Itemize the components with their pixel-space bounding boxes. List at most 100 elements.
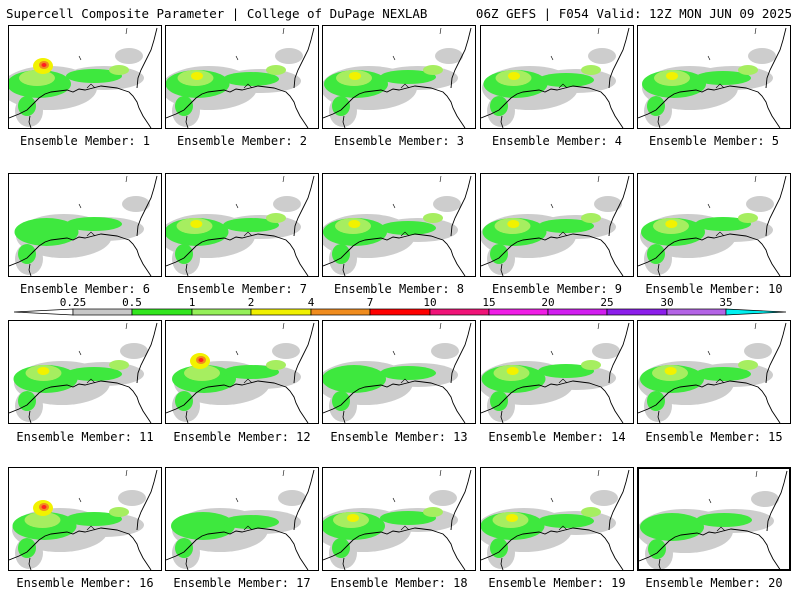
state-border (754, 175, 757, 183)
scp-shade-green (175, 391, 193, 411)
state-border (597, 27, 600, 35)
coastline (166, 233, 309, 276)
ensemble-member-panel[interactable] (165, 320, 319, 424)
state-border (86, 525, 96, 531)
state-border (78, 497, 82, 503)
scp-shade-green (223, 515, 279, 529)
state-border (78, 350, 82, 356)
scp-shade-lightgreen (266, 65, 286, 75)
colorbar-segment (547, 308, 608, 316)
scp-shade-green (223, 72, 279, 86)
ensemble-member-label: Ensemble Member: 18 (330, 576, 468, 590)
ensemble-member-label: Ensemble Member: 6 (19, 282, 151, 296)
scp-shade-green (66, 69, 122, 83)
ensemble-member-panel[interactable] (637, 467, 791, 571)
scp-shade-green (332, 538, 350, 558)
ensemble-member-panel[interactable] (322, 25, 476, 129)
coastline (166, 527, 309, 570)
scp-shade-gray (120, 343, 148, 359)
scp-shade-lightgreen (266, 360, 286, 370)
ensemble-member-panel[interactable] (637, 320, 791, 424)
scp-map (9, 175, 158, 276)
coastline (28, 410, 32, 423)
scp-shade-green (647, 391, 665, 411)
coastline (185, 410, 189, 423)
state-border (755, 470, 758, 478)
coastline (765, 27, 787, 89)
state-border (439, 322, 442, 330)
state-border (708, 498, 712, 504)
scp-shade-lightgreen (581, 213, 601, 223)
scp-shade-gray (433, 196, 461, 212)
coastline (323, 233, 466, 276)
ensemble-member-panel[interactable] (480, 467, 634, 571)
ensemble-member-panel[interactable] (637, 173, 791, 277)
colorbar-segment (606, 308, 668, 316)
scp-shade-gray (748, 48, 776, 64)
state-border (86, 231, 96, 237)
colorbar-segment (725, 308, 787, 316)
state-border (439, 469, 442, 477)
scp-shade-yellow (507, 220, 520, 228)
scp-shade-gray (590, 490, 618, 506)
state-border (550, 55, 554, 61)
state-border (597, 469, 600, 477)
scp-shade-green (490, 244, 508, 264)
scp-shade-green (175, 538, 193, 558)
scp-map (481, 27, 630, 128)
scp-shade-green (323, 365, 386, 393)
scp-shade-yellow (666, 72, 678, 80)
ensemble-member-panel[interactable] (165, 25, 319, 129)
scp-shade-green (332, 244, 350, 264)
scp-shade-yellow (508, 72, 520, 80)
state-border (282, 27, 285, 35)
scp-shade-yellow (190, 220, 203, 228)
scp-shade-yellow (347, 514, 359, 522)
coastline (185, 115, 189, 128)
state-border (392, 350, 396, 356)
ensemble-member-panel[interactable] (637, 25, 791, 129)
ensemble-member-panel[interactable] (165, 467, 319, 571)
state-border (597, 175, 600, 183)
ensemble-member-label: Ensemble Member: 11 (16, 430, 154, 444)
state-border (282, 469, 285, 477)
scp-shade-green (696, 513, 752, 527)
coastline (657, 115, 661, 128)
coastline (28, 263, 32, 276)
ensemble-member-panel[interactable] (480, 173, 634, 277)
ensemble-member-panel[interactable] (165, 173, 319, 277)
state-border (597, 322, 600, 330)
scp-shade-lightgreen (109, 65, 129, 75)
colorbar-tick-label: 0.5 (122, 296, 142, 309)
scp-shade-lightgreen (423, 213, 443, 223)
scp-shade-green (538, 73, 594, 87)
ensemble-member-panel[interactable] (8, 173, 162, 277)
scp-map (166, 322, 315, 423)
scp-shade-lightgreen (581, 360, 601, 370)
ensemble-member-panel[interactable] (322, 173, 476, 277)
scp-shade-green (647, 96, 665, 116)
colorbar-segment (310, 308, 371, 316)
ensemble-member-panel[interactable] (480, 25, 634, 129)
ensemble-member-panel[interactable] (8, 467, 162, 571)
state-border (558, 378, 568, 384)
coastline (293, 322, 315, 384)
ensemble-member-panel[interactable] (480, 320, 634, 424)
scp-shade-lightgreen (24, 512, 61, 528)
scp-map (638, 322, 787, 423)
ensemble-member-panel[interactable] (8, 25, 162, 129)
coastline (293, 469, 315, 531)
state-border (754, 322, 757, 330)
coastline (323, 85, 466, 128)
ensemble-member-label: Ensemble Member: 2 (176, 134, 308, 148)
ensemble-member-panel[interactable] (322, 320, 476, 424)
scp-map (323, 175, 472, 276)
ensemble-member-panel[interactable] (322, 467, 476, 571)
ensemble-member-label: Ensemble Member: 5 (648, 134, 780, 148)
coastline (657, 410, 661, 423)
scp-map (323, 469, 472, 570)
scp-shade-green (695, 367, 751, 381)
ensemble-member-panel[interactable] (8, 320, 162, 424)
ensemble-member-label: Ensemble Member: 7 (176, 282, 308, 296)
ensemble-member-label: Ensemble Member: 14 (488, 430, 626, 444)
